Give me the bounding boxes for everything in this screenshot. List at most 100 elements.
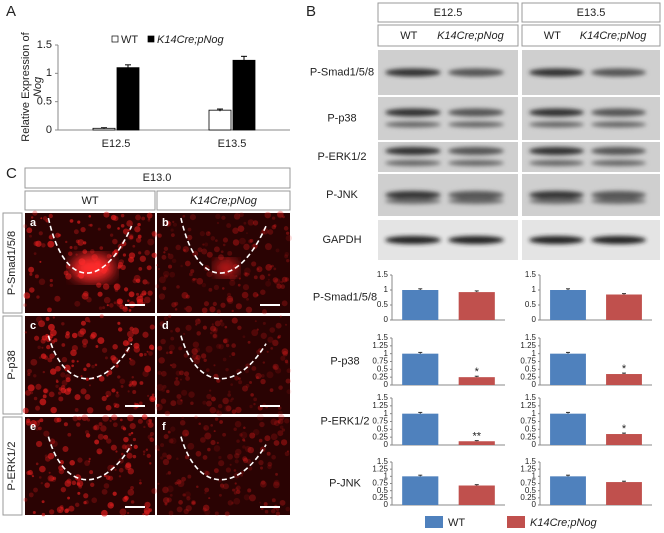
stain-dot	[48, 391, 55, 398]
stain-dot	[249, 432, 256, 439]
stain-dot	[35, 440, 43, 448]
stain-dot	[174, 301, 179, 306]
stain-dot	[206, 271, 213, 278]
stain-dot	[146, 265, 152, 271]
stain-dot	[202, 325, 207, 330]
stain-dot	[274, 367, 282, 374]
bar	[458, 485, 495, 505]
stain-dot	[248, 273, 251, 276]
stain-dot	[175, 377, 179, 380]
stain-dot	[71, 480, 77, 486]
stain-dot	[192, 277, 196, 281]
stain-dot	[269, 388, 274, 393]
stain-dot	[237, 325, 242, 330]
stain-dot	[50, 368, 57, 375]
stain-dot	[158, 293, 166, 300]
subpanel-letter: b	[162, 217, 169, 229]
stain-dot	[69, 245, 73, 249]
stain-dot	[47, 323, 55, 331]
stain-dot	[222, 243, 226, 247]
subpanel-letter: e	[30, 421, 36, 433]
stain-dot	[49, 283, 54, 288]
stain-dot	[284, 277, 290, 282]
stain-dot	[223, 338, 228, 344]
stain-dot	[148, 508, 153, 513]
stain-dot	[267, 461, 273, 467]
stain-dot	[112, 344, 118, 350]
stain-dot	[147, 217, 151, 220]
stain-dot	[30, 391, 34, 395]
stain-dot	[253, 397, 258, 402]
stain-dot	[147, 434, 153, 440]
stain-dot	[63, 364, 71, 372]
blot-bands	[385, 236, 504, 244]
stain-dot	[218, 254, 224, 261]
stain-dot	[89, 223, 93, 227]
stain-dot	[225, 467, 232, 473]
stain-dot	[139, 352, 144, 357]
stain-dot	[260, 289, 266, 295]
stain-dot	[272, 277, 279, 283]
stain-dot	[195, 354, 201, 361]
stain-dot	[126, 330, 134, 338]
stain-dot	[216, 309, 221, 314]
stain-dot	[278, 385, 283, 390]
stain-dot	[215, 409, 220, 414]
stain-dot	[243, 243, 250, 251]
stain-dot	[242, 438, 246, 442]
stain-dot	[39, 418, 44, 423]
stain-dot	[63, 422, 68, 427]
stain-dot	[241, 291, 249, 299]
stain-dot	[152, 398, 155, 401]
stain-dot	[146, 350, 149, 353]
band	[528, 236, 585, 244]
stain-dot	[106, 395, 109, 398]
bar	[606, 294, 642, 320]
stain-dot	[280, 439, 288, 446]
stain-dot	[146, 419, 152, 425]
stain-dot	[256, 293, 259, 297]
stain-dot	[60, 372, 66, 378]
stain-dot	[33, 396, 38, 401]
stain-dot	[189, 272, 193, 277]
genotype-label: K14Cre;pNog	[580, 30, 648, 42]
stain-dot	[43, 354, 48, 360]
stain-dot	[93, 424, 100, 431]
stain-dot	[167, 253, 171, 256]
stain-dot	[129, 235, 134, 240]
stain-dot	[135, 237, 142, 243]
stain-dot	[88, 320, 91, 323]
stain-dot	[286, 368, 292, 374]
panel-label: C	[6, 165, 17, 182]
stain-dot	[185, 294, 190, 299]
band	[528, 160, 585, 166]
stain-dot	[231, 343, 236, 348]
band	[448, 160, 504, 166]
blot-image	[522, 97, 660, 140]
stain-dot	[101, 347, 108, 353]
stain-dot	[84, 460, 91, 466]
band	[591, 147, 647, 155]
stain-dot	[23, 497, 28, 502]
stain-dot	[210, 236, 216, 241]
stain-dot	[51, 339, 55, 344]
stain-dot	[245, 306, 253, 313]
blot-bands	[385, 108, 504, 128]
stain-dot	[118, 475, 122, 478]
stain-dot	[116, 391, 119, 394]
stain-dot	[96, 282, 102, 288]
stain-dot	[230, 383, 234, 386]
stain-dot	[252, 292, 259, 298]
stain-dot	[122, 496, 128, 503]
stain-dot	[155, 403, 163, 411]
stain-dot	[72, 415, 79, 422]
stain-dot	[29, 234, 33, 238]
stain-dot	[232, 227, 239, 234]
stain-dot	[99, 314, 104, 319]
stain-dot	[68, 505, 75, 512]
stain-dot	[130, 339, 133, 342]
band	[448, 191, 504, 199]
stain-dot	[159, 321, 165, 327]
stain-dot	[186, 496, 191, 501]
stain-dot	[190, 500, 197, 506]
